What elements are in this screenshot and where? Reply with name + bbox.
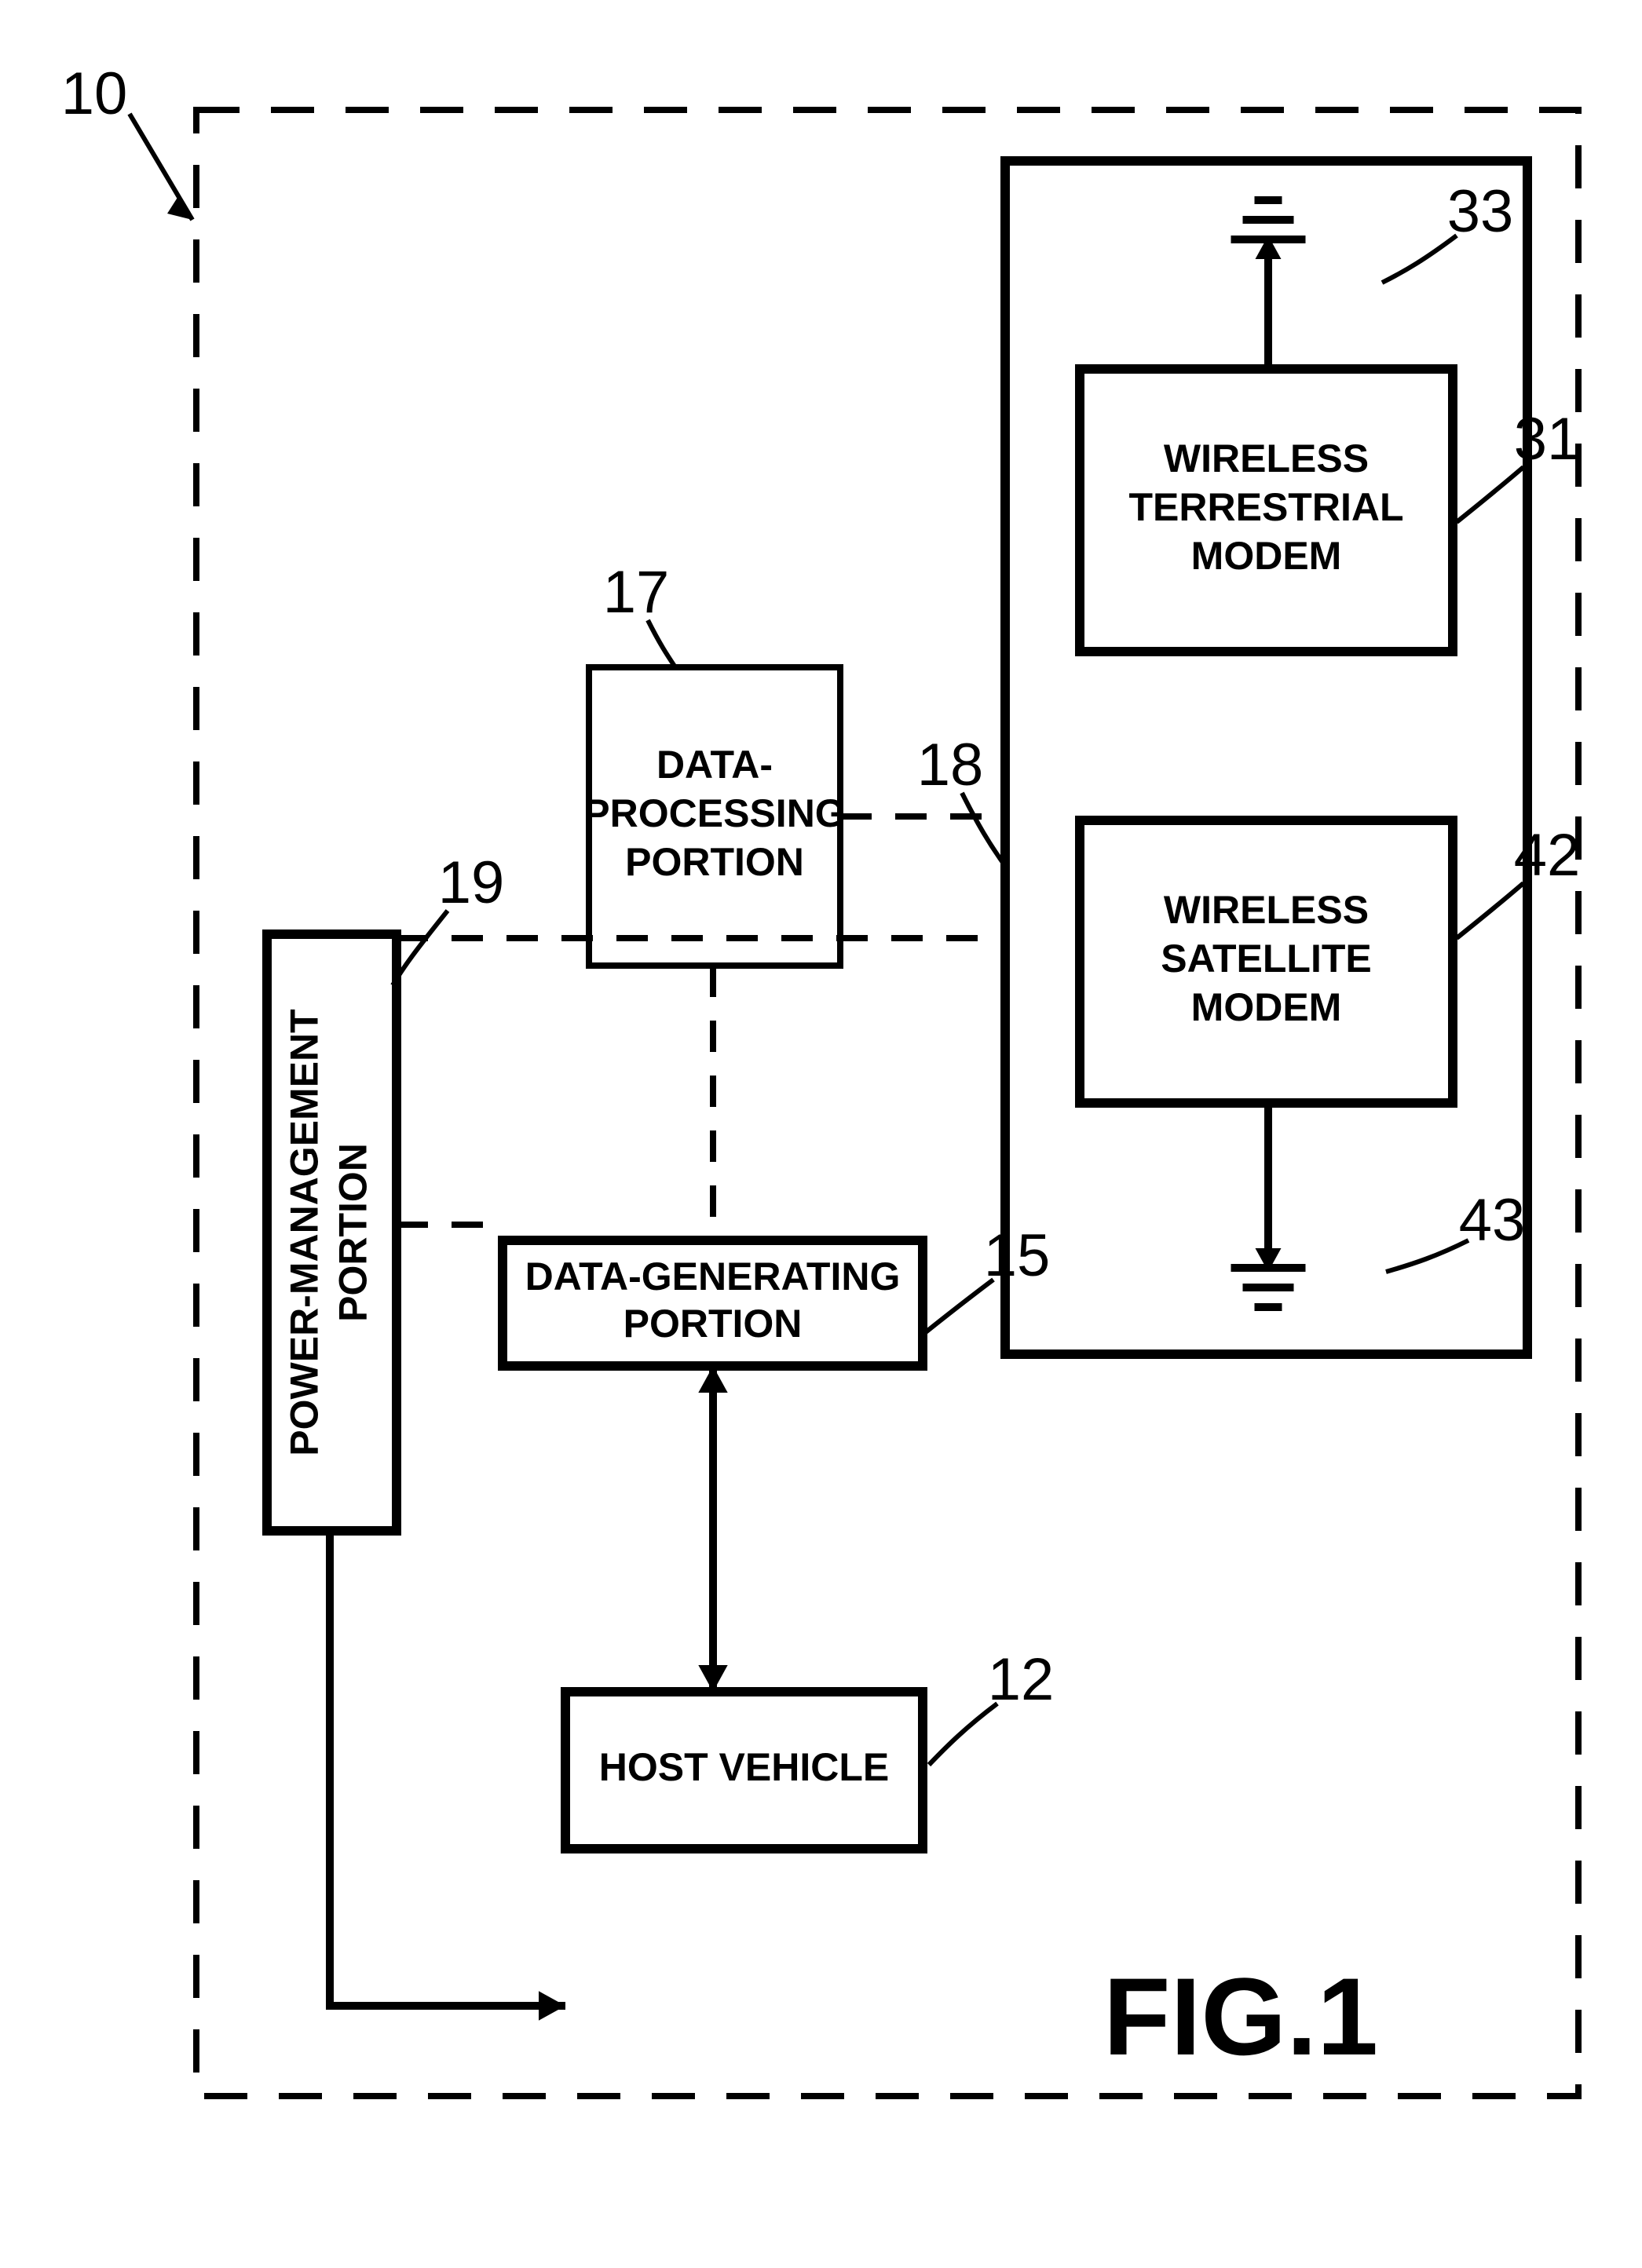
ref-19: 19: [438, 849, 505, 916]
ref-42: 42: [1514, 822, 1581, 889]
data_proc-label: PORTION: [625, 840, 804, 884]
data_gen-label: DATA-GENERATING: [525, 1255, 901, 1298]
sat_modem-label: SATELLITE: [1161, 937, 1372, 981]
ref-10: 10: [61, 60, 128, 127]
data_proc-label: DATA-: [656, 743, 773, 787]
ref-31: 31: [1514, 406, 1581, 473]
ref-12: 12: [988, 1646, 1055, 1713]
host_vehicle-label: HOST VEHICLE: [599, 1745, 889, 1789]
data_proc-label: PROCESSING: [583, 791, 845, 835]
terr_modem-label: WIRELESS: [1164, 436, 1369, 480]
data_gen-label: PORTION: [624, 1302, 803, 1346]
power_mgmt-label: POWER-MANAGEMENT: [283, 1009, 327, 1455]
ref-18: 18: [917, 732, 984, 798]
figure-label: FIG.1: [1103, 1955, 1378, 2078]
sat_modem-label: WIRELESS: [1164, 888, 1369, 932]
sat_modem-label: MODEM: [1191, 985, 1342, 1029]
ref-43: 43: [1459, 1187, 1526, 1254]
terr_modem-label: MODEM: [1191, 534, 1342, 578]
ref-33: 33: [1447, 178, 1514, 245]
ref-15: 15: [984, 1222, 1051, 1289]
terr_modem-label: TERRESTRIAL: [1129, 485, 1404, 529]
power_mgmt-label: PORTION: [331, 1143, 375, 1322]
ref-17: 17: [603, 559, 670, 626]
